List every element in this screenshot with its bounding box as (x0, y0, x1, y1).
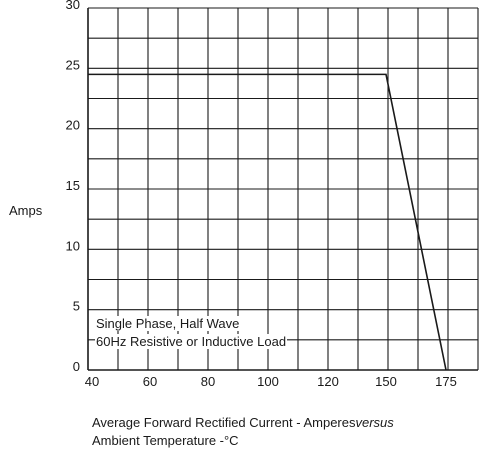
chart-grid (87, 7, 479, 371)
x-axis-caption-line-2: Ambient Temperature -°C (92, 433, 239, 448)
x-axis-caption-main: Average Forward Rectified Current - Ampe… (92, 415, 356, 430)
x-tick-label: 40 (85, 374, 99, 389)
y-axis-label: Amps (9, 203, 43, 218)
x-tick-label: 80 (201, 374, 215, 389)
y-tick-label: 10 (66, 238, 80, 253)
y-tick-label: 0 (73, 359, 80, 374)
y-tick-label: 5 (73, 299, 80, 314)
y-tick-label: 25 (66, 57, 80, 72)
x-tick-label: 60 (143, 374, 157, 389)
x-tick-label: 120 (317, 374, 339, 389)
x-tick-label: 150 (375, 374, 397, 389)
chart-tick-labels: 0 5 10 15 20 25 30 40 60 80 100 120 150 175 (66, 0, 457, 389)
y-tick-label: 15 (66, 178, 80, 193)
y-tick-label: 20 (66, 118, 80, 133)
annotation-line-1: Single Phase, Half Wave (95, 316, 241, 331)
derating-curve-line (88, 73, 447, 371)
x-tick-label: 175 (435, 374, 457, 389)
x-axis-caption-versus: versus (355, 415, 394, 430)
y-tick-label: 30 (66, 0, 80, 12)
chart-series-layer (88, 73, 447, 371)
x-tick-label: 100 (257, 374, 279, 389)
x-axis-caption-line-1: Average Forward Rectified Current - Ampe… (92, 414, 394, 431)
annotation-line-2: 60Hz Resistive or Inductive Load (95, 334, 288, 349)
